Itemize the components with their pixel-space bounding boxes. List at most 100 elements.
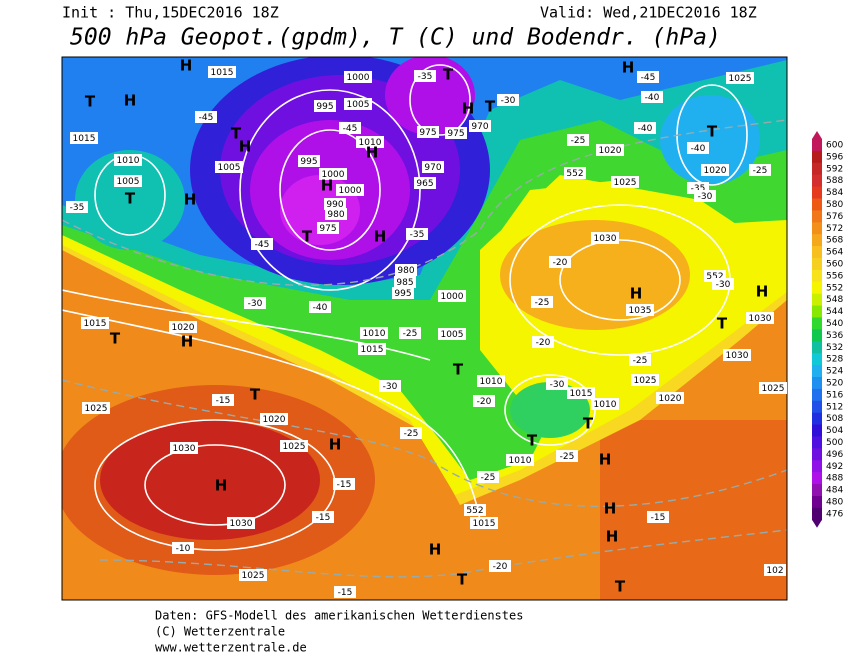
contour-label: 1005 — [347, 100, 370, 110]
colorbar-label: 552 — [826, 283, 843, 293]
contour-label: -40 — [645, 93, 660, 103]
colorbar-label: 508 — [826, 414, 843, 424]
contour-label: -15 — [338, 588, 353, 598]
colorbar-label: 600 — [826, 141, 843, 151]
label-box — [360, 327, 388, 339]
colorbar-label: 536 — [826, 331, 843, 341]
contour-label: 1020 — [599, 146, 622, 156]
pressure-center: H — [604, 500, 617, 518]
colorbar-swatch — [812, 305, 822, 318]
label-box — [251, 238, 273, 250]
label-box — [169, 321, 197, 333]
label-box — [687, 142, 709, 154]
contour-label: 1020 — [172, 323, 195, 333]
colorbar-label: 528 — [826, 355, 843, 365]
label-box — [611, 176, 639, 188]
contour-label: 1020 — [659, 394, 682, 404]
label-box — [208, 66, 236, 78]
label-box — [749, 164, 771, 176]
colorbar-label: 516 — [826, 390, 843, 400]
label-box — [212, 394, 234, 406]
pressure-center: H — [124, 92, 137, 110]
contour-label: 1025 — [762, 384, 785, 394]
label-box — [319, 168, 347, 180]
pressure-center: T — [583, 415, 594, 433]
label-box — [506, 454, 534, 466]
contour-label: -40 — [691, 144, 706, 154]
label-box — [114, 154, 142, 166]
label-box — [324, 198, 346, 210]
colorbar-swatch — [812, 281, 822, 295]
contour-label: -30 — [501, 96, 516, 106]
pressure-center: T — [250, 386, 261, 404]
pressure-center: T — [110, 330, 121, 348]
label-box — [473, 395, 495, 407]
title: 500 hPa Geopot.(gpdm), T (C) und Bodendr… — [70, 25, 721, 51]
contour-label: 1025 — [85, 404, 108, 414]
label-box — [477, 471, 499, 483]
pressure-center: T — [85, 93, 96, 111]
label-box — [546, 378, 568, 390]
contour-label: -30 — [383, 382, 398, 392]
colorbar-label: 532 — [826, 343, 843, 353]
label-box — [414, 70, 436, 82]
contour-label: 975 — [447, 129, 464, 139]
label-box — [477, 375, 505, 387]
colorbar-label: 556 — [826, 271, 843, 281]
contour-label: 980 — [327, 210, 344, 220]
label-box — [66, 201, 88, 213]
footer-url: www.wetterzentrale.de — [155, 641, 307, 655]
label-box — [309, 301, 331, 313]
colorbar-swatch — [812, 317, 822, 330]
colorbar-swatch — [812, 198, 822, 211]
contour-label: 1035 — [629, 306, 652, 316]
pressure-center: H — [606, 528, 619, 546]
colorbar-label: 576 — [826, 212, 843, 222]
pressure-center: T — [485, 98, 496, 116]
label-box — [298, 155, 320, 167]
contour-label: 552 — [466, 506, 483, 516]
label-box — [399, 327, 421, 339]
colorbar-swatch — [812, 293, 822, 307]
colorbar-swatch — [812, 269, 822, 283]
colorbar-label: 564 — [826, 248, 843, 258]
contour-label: 1000 — [322, 170, 345, 180]
label-box — [631, 374, 659, 386]
contour-label: 985 — [396, 278, 413, 288]
contour-label: 995 — [394, 289, 411, 299]
label-box — [317, 222, 339, 234]
label-box — [339, 122, 361, 134]
contour-label: -35 — [691, 184, 706, 194]
contour-label: -35 — [418, 72, 433, 82]
colorbar-label: 572 — [826, 224, 843, 234]
label-box — [469, 120, 491, 132]
colorbar-swatch — [812, 174, 822, 188]
colorbar-swatch — [812, 460, 822, 473]
contour-label: -45 — [255, 240, 270, 250]
label-box — [567, 134, 589, 146]
contour-label: 1030 — [594, 234, 617, 244]
contour-label: 1010 — [359, 138, 382, 148]
label-box — [394, 276, 416, 288]
colorbar-swatch — [812, 353, 822, 366]
label-box — [497, 94, 519, 106]
label-box — [422, 161, 444, 173]
colorbar-label: 504 — [826, 426, 843, 436]
footer-copyright: (C) Wetterzentrale — [155, 625, 285, 639]
colorbar-swatch — [812, 150, 822, 164]
colorbar-label: 548 — [826, 295, 843, 305]
contour-label: -45 — [641, 73, 656, 83]
label-box — [414, 177, 436, 189]
label-box — [759, 382, 787, 394]
contour-label: 102 — [766, 566, 783, 576]
contour-label: 995 — [300, 157, 317, 167]
contour-label: 1000 — [339, 186, 362, 196]
contour-label: -30 — [550, 380, 565, 390]
contour-label: 1025 — [614, 178, 637, 188]
colorbar-swatch — [812, 412, 822, 426]
label-box — [239, 569, 267, 581]
pressure-center: T — [443, 66, 454, 84]
label-box — [114, 175, 142, 187]
colorbar-swatch — [812, 258, 822, 271]
